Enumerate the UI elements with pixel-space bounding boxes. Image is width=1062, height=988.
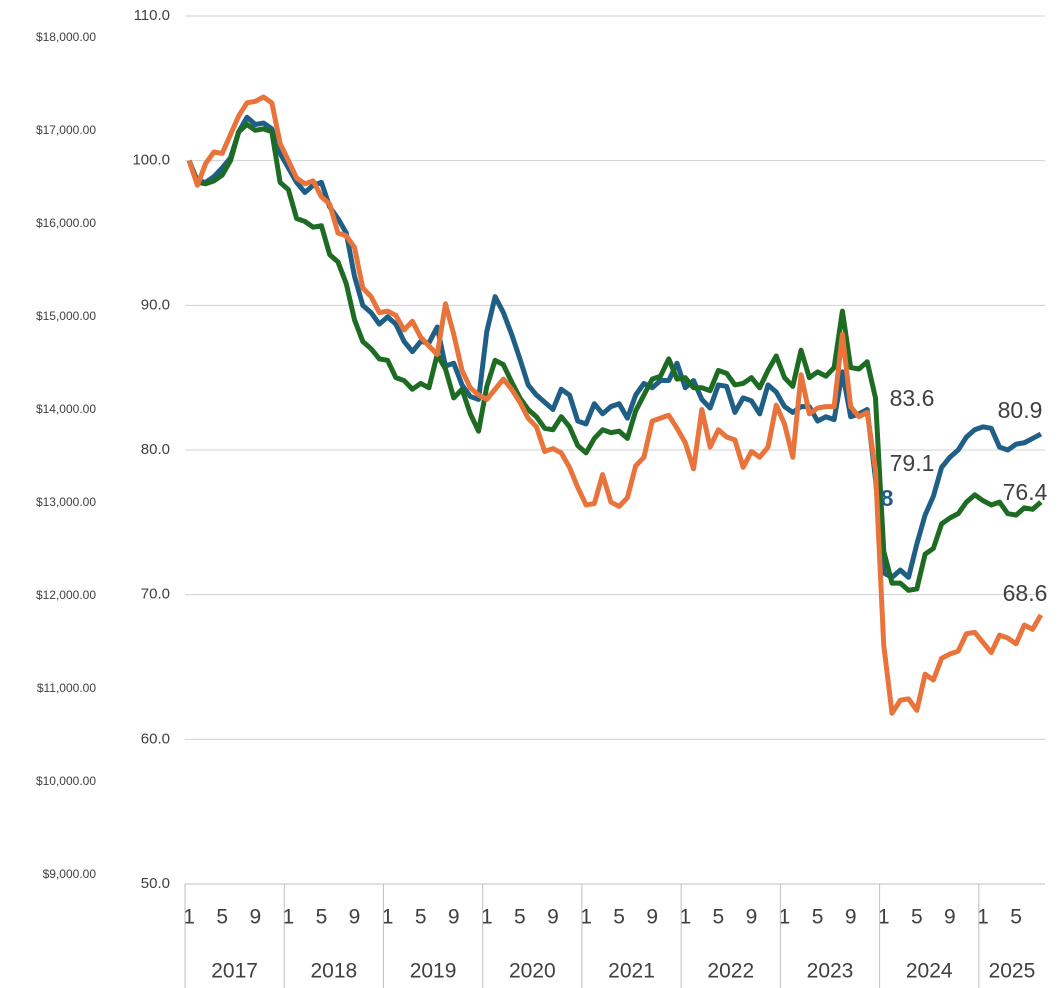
y2-tick-label: $15,000.00 [36, 309, 96, 323]
series-line [186, 122, 1043, 593]
x-tick-label: 9 [944, 906, 956, 929]
annotation: 80.9 [998, 397, 1043, 423]
year-label: 2025 [989, 960, 1036, 983]
x-tick-label: 5 [812, 906, 824, 929]
annotation: 68.6 [1003, 580, 1048, 606]
year-label: 2021 [608, 960, 655, 983]
x-tick-label: 9 [448, 906, 460, 929]
x-tick-label: 1 [679, 906, 691, 929]
annotation: 79.1 [890, 450, 935, 476]
x-tick-label: 1 [382, 906, 394, 929]
y-tick-label: 100.0 [132, 152, 170, 169]
y2-tick-label: $10,000.00 [36, 774, 96, 788]
x-tick-label: 9 [646, 906, 658, 929]
x-tick-label: 9 [349, 906, 361, 929]
y-tick-label: 50.0 [141, 875, 170, 892]
year-label: 2020 [509, 960, 556, 983]
y2-tick-label: $13,000.00 [36, 495, 96, 509]
y-tick-label: 60.0 [141, 730, 170, 747]
y2-tick-label: $14,000.00 [36, 402, 96, 416]
y-tick-label: 90.0 [141, 296, 170, 313]
y2-tick-label: $9,000.00 [43, 867, 97, 881]
y2-tick-label: $12,000.00 [36, 588, 96, 602]
y2-tick-label: $18,000.00 [36, 30, 96, 44]
x-tick-label: 5 [216, 906, 228, 929]
x-tick-label: 1 [481, 906, 493, 929]
y2-tick-label: $17,000.00 [36, 123, 96, 137]
y-tick-label: 80.0 [141, 441, 170, 458]
x-tick-label: 9 [249, 906, 261, 929]
x-tick-label: 5 [514, 906, 526, 929]
series-line [186, 94, 1044, 716]
y-tick-label: 110.0 [134, 7, 170, 24]
x-tick-label: 9 [845, 906, 857, 929]
x-tick-label: 1 [580, 906, 592, 929]
year-label: 2019 [410, 960, 457, 983]
x-tick-label: 5 [316, 906, 328, 929]
x-tick-label: 5 [613, 906, 625, 929]
year-label: 2023 [807, 960, 854, 983]
x-tick-label: 9 [547, 906, 559, 929]
x-tick-label: 1 [183, 906, 195, 929]
annotation: 76.4 [1003, 479, 1048, 505]
year-label: 2018 [310, 960, 357, 983]
x-tick-label: 1 [283, 906, 295, 929]
x-tick-label: 5 [1010, 906, 1022, 929]
x-tick-label: 1 [779, 906, 791, 929]
y-tick-label: 70.0 [141, 586, 170, 603]
year-label: 2024 [906, 960, 953, 983]
y2-tick-label: $16,000.00 [36, 216, 96, 230]
x-tick-label: 5 [415, 906, 427, 929]
x-tick-label: 9 [746, 906, 758, 929]
annotation: 8 [881, 485, 894, 511]
year-label: 2017 [211, 960, 258, 983]
year-label: 2022 [707, 960, 754, 983]
x-tick-label: 1 [878, 906, 890, 929]
x-tick-label: 5 [713, 906, 725, 929]
x-tick-label: 5 [911, 906, 923, 929]
y2-tick-label: $11,000.00 [37, 681, 96, 695]
x-tick-label: 1 [977, 906, 989, 929]
annotation: 83.6 [890, 385, 935, 411]
